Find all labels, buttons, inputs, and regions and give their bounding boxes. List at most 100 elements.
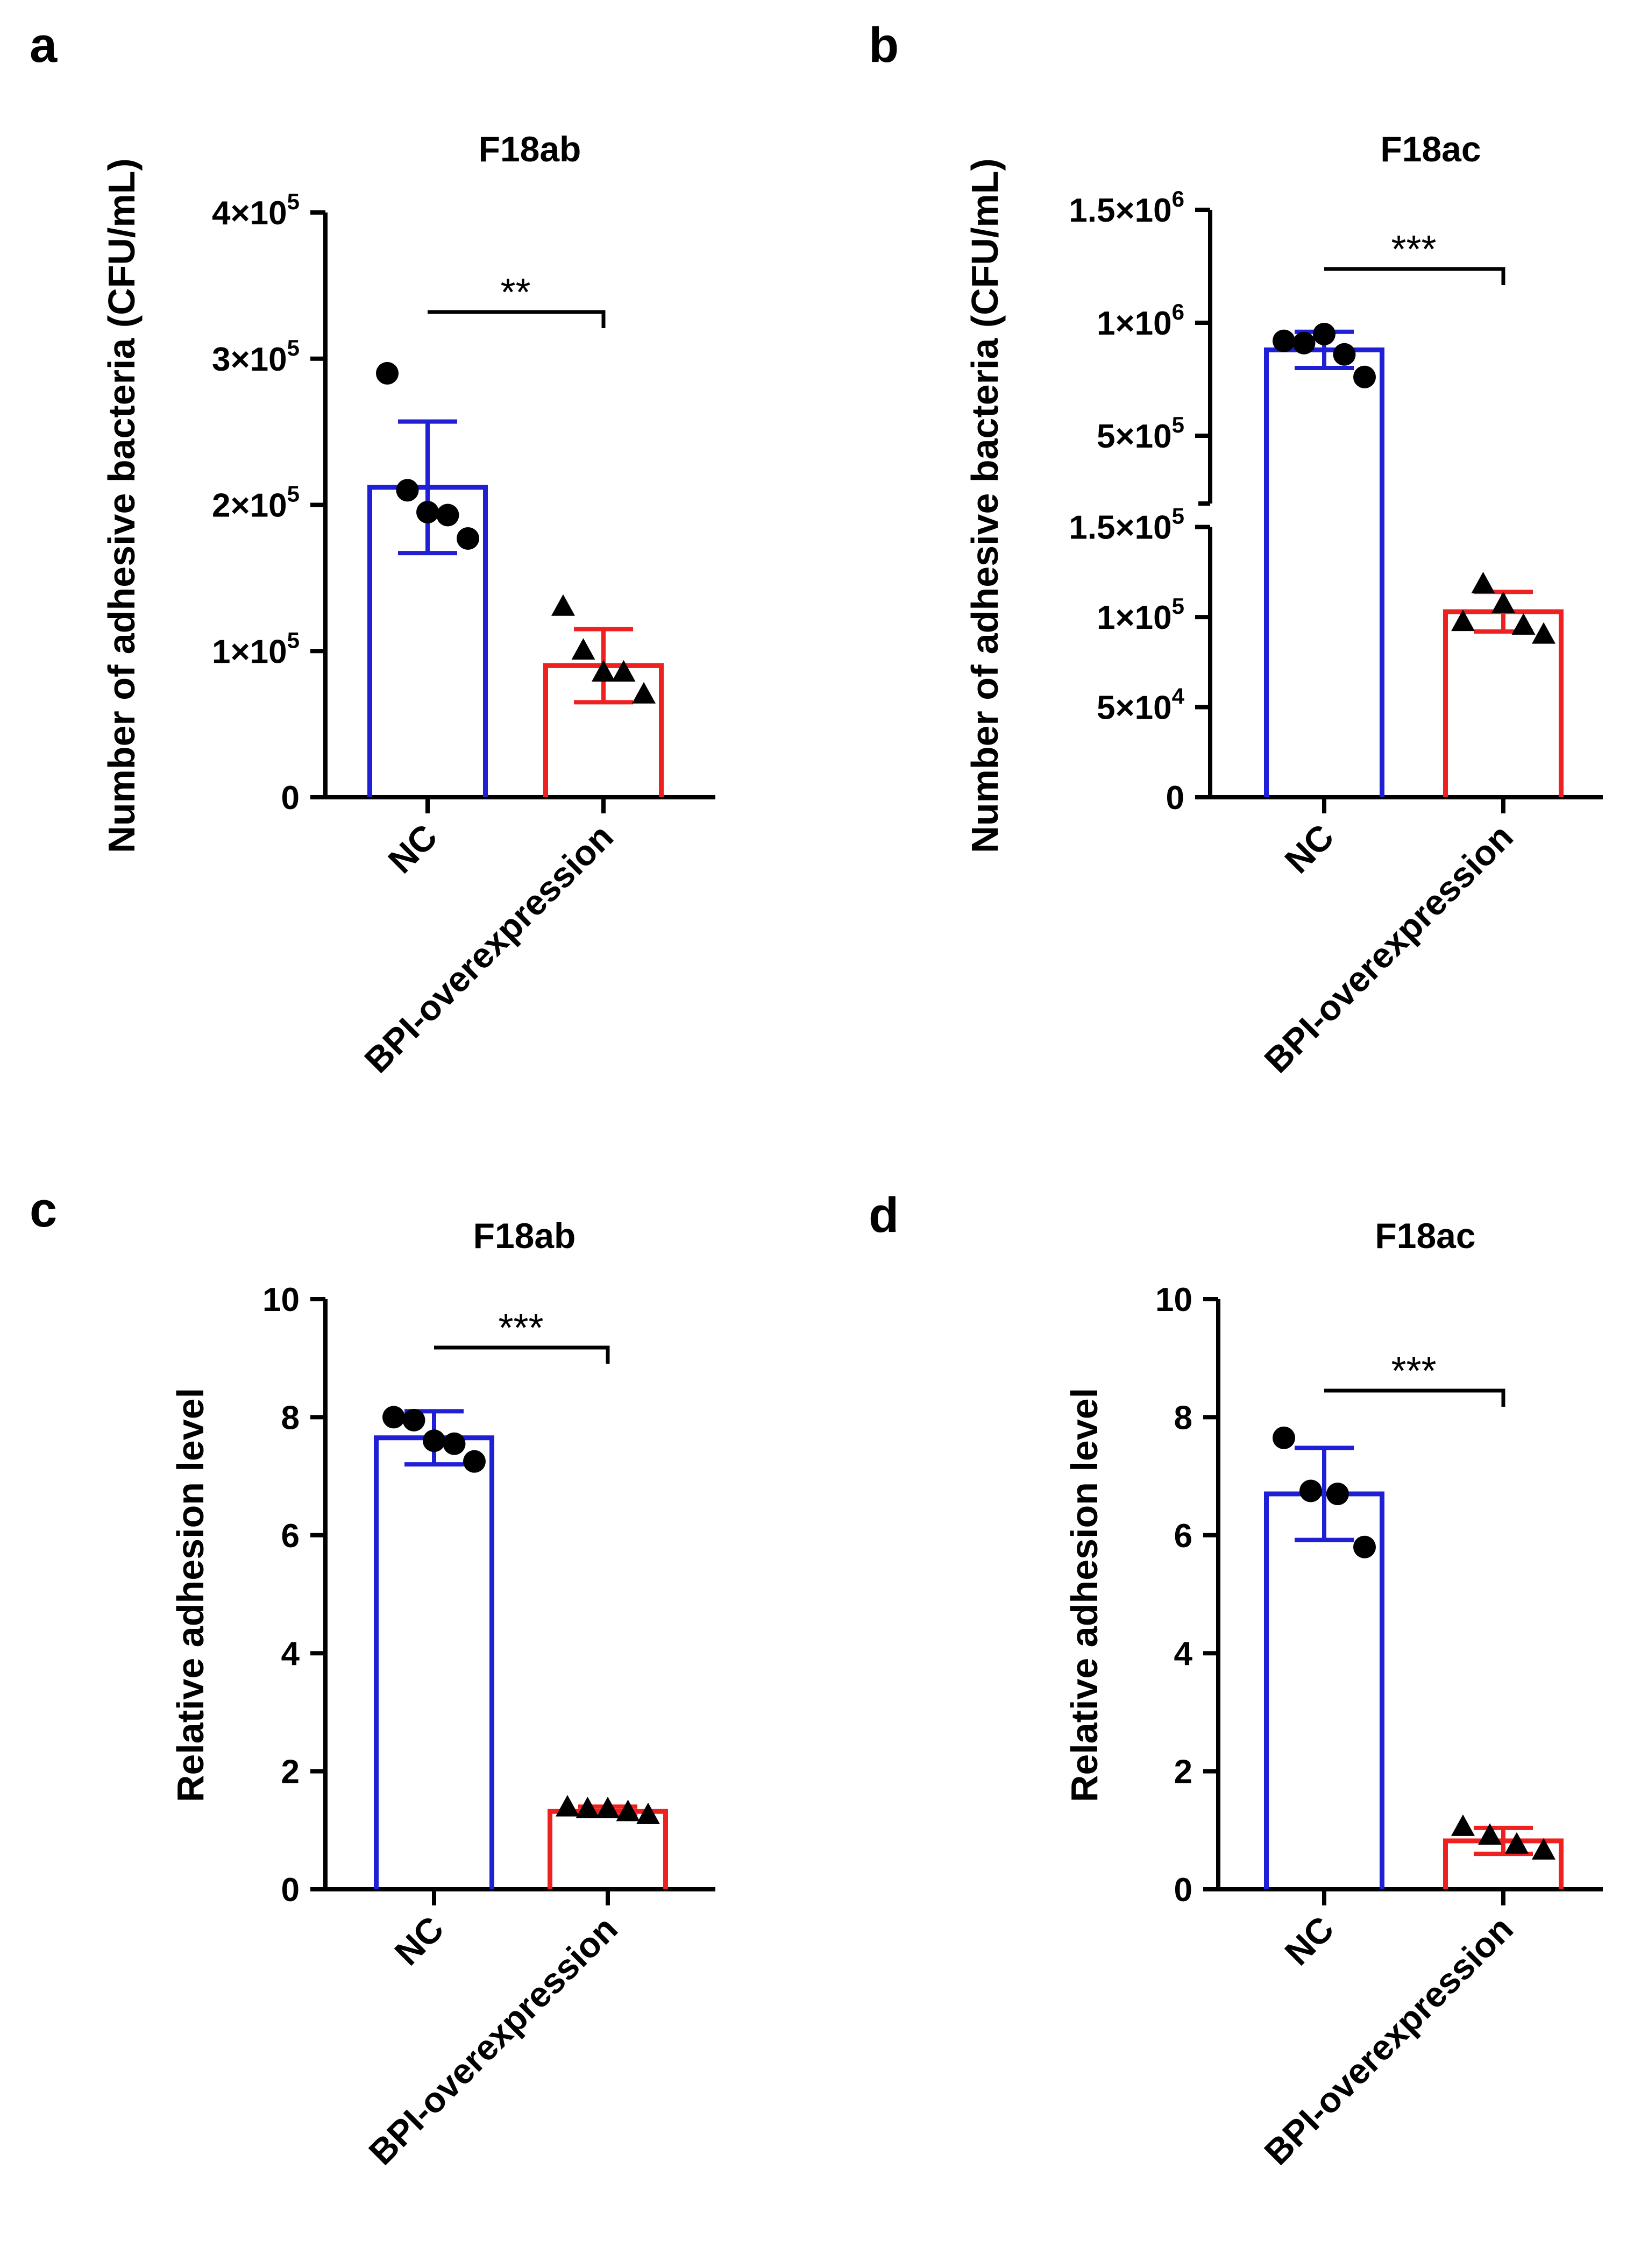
y-tick-label-text: 1.5×10 [1069, 192, 1171, 229]
x-tick-label: NC [1277, 817, 1341, 881]
data-point-triangle [571, 638, 595, 660]
data-point-circle [1299, 1479, 1322, 1502]
data-point-triangle [632, 682, 656, 704]
y-tick-label-text: 0 [281, 779, 300, 817]
data-point-triangle [1505, 1832, 1529, 1854]
data-point-triangle [1532, 622, 1555, 644]
bar-nc [374, 1435, 494, 1889]
data-point-triangle [1471, 571, 1495, 593]
panel-label: b [869, 18, 899, 73]
data-point-triangle [1491, 591, 1515, 613]
significance-label: ** [500, 271, 530, 314]
data-point-circle [1326, 1483, 1349, 1506]
data-point-circle [1353, 365, 1376, 388]
y-tick-label-text: 10 [262, 1281, 300, 1319]
y-tick-label: 2 [281, 1754, 300, 1791]
y-tick-label: 1×105 [1097, 593, 1184, 636]
data-point-circle [1273, 329, 1295, 352]
y-tick-label-exponent: 5 [1172, 504, 1184, 529]
data-point-triangle [596, 1796, 620, 1818]
data-point-triangle [636, 1802, 660, 1824]
y-tick-label-text: 1.5×10 [1069, 509, 1171, 547]
data-point-triangle [576, 1796, 600, 1818]
x-tick-label: NC [387, 1909, 451, 1973]
chart-title: F18ac [1380, 129, 1481, 169]
data-point-circle [1292, 331, 1316, 355]
data-point-triangle [1451, 609, 1475, 632]
y-tick-label: 1×105 [212, 627, 300, 670]
y-tick-label: 1.5×106 [1069, 186, 1184, 229]
y-tick-label: 8 [281, 1399, 300, 1436]
y-tick-label-text: 2×10 [212, 487, 287, 525]
x-tick-label: NC [380, 817, 445, 881]
y-tick-label-text: 4 [1174, 1635, 1193, 1672]
chart-title: F18ab [473, 1216, 576, 1256]
chart-title: F18ac [1375, 1216, 1475, 1256]
chart-title: F18ab [479, 129, 581, 169]
data-point-triangle [612, 660, 636, 682]
y-tick-label-text: 2 [1174, 1754, 1192, 1791]
y-tick-label: 0 [281, 1872, 300, 1909]
y-tick-label-exponent: 6 [1172, 299, 1184, 324]
bar-nc [1264, 347, 1384, 797]
y-tick-label: 4 [281, 1635, 300, 1672]
y-tick-label-text: 10 [1155, 1281, 1192, 1319]
panel-label: a [30, 18, 58, 73]
y-axis-label: Number of adhesive bacteria (CFU/mL) [101, 158, 143, 853]
data-point-triangle [556, 1795, 579, 1817]
data-point-circle [436, 504, 459, 527]
y-tick-label-text: 3×10 [212, 341, 287, 378]
y-tick-label-text: 1×10 [212, 633, 287, 670]
data-point-circle [416, 501, 439, 524]
data-point-circle [1273, 1426, 1295, 1449]
y-tick-label: 3×105 [212, 335, 300, 378]
y-tick-label: 0 [1166, 779, 1184, 817]
y-axis-label: Relative adhesion level [169, 1388, 211, 1802]
data-point-circle [376, 362, 399, 385]
y-tick-label: 8 [1174, 1399, 1192, 1436]
y-tick-label-text: 5×10 [1097, 690, 1172, 727]
y-axis-label: Number of adhesive bacteria (CFU/mL) [964, 158, 1006, 853]
data-point-circle [402, 1408, 425, 1431]
y-tick-label: 1×106 [1097, 299, 1184, 342]
y-tick-label-text: 2 [281, 1754, 300, 1791]
y-tick-label: 5×105 [1097, 412, 1184, 455]
significance-bracket [428, 310, 606, 328]
y-tick-label: 6 [281, 1518, 300, 1555]
y-tick-label: 10 [1155, 1281, 1192, 1319]
data-point-triangle [1451, 1814, 1475, 1836]
y-tick-label-exponent: 5 [287, 335, 300, 360]
data-point-triangle [592, 660, 615, 682]
data-point-triangle [616, 1799, 640, 1822]
y-tick-label-text: 0 [1166, 779, 1184, 817]
data-point-circle [457, 527, 479, 550]
significance-bracket [1324, 267, 1505, 285]
chart-panel-b: b F18ac Number of adhesive bacteria (CFU/m… [869, 18, 1603, 1080]
y-tick-label-text: 6 [281, 1518, 300, 1555]
significance-label: *** [1391, 228, 1436, 271]
y-tick-label: 6 [1174, 1518, 1192, 1555]
panel-label: c [30, 1182, 57, 1237]
y-tick-label: 1.5×105 [1069, 504, 1184, 547]
y-tick-label: 0 [281, 779, 300, 817]
y-tick-label: 10 [262, 1281, 300, 1319]
y-tick-label-text: 4×10 [212, 195, 287, 232]
data-point-circle [443, 1432, 466, 1455]
y-tick-label-text: 4 [281, 1635, 300, 1672]
y-tick-label-text: 1×10 [1097, 305, 1172, 342]
y-tick-label-text: 0 [281, 1872, 300, 1909]
y-tick-label-text: 6 [1174, 1518, 1192, 1555]
y-tick-label-exponent: 5 [287, 189, 300, 214]
y-tick-label-exponent: 5 [287, 627, 300, 653]
data-point-circle [463, 1450, 486, 1473]
data-point-triangle [551, 594, 575, 616]
y-tick-label: 4 [1174, 1635, 1193, 1672]
y-tick-label-exponent: 5 [287, 481, 300, 507]
chart-panel-a: a F18ab Number of adhesive bacteria (CFU/m… [30, 18, 715, 1080]
data-point-circle [1333, 343, 1356, 366]
y-tick-label: 2×105 [212, 481, 300, 525]
data-point-circle [1353, 1535, 1376, 1558]
y-tick-label-text: 8 [1174, 1399, 1192, 1436]
